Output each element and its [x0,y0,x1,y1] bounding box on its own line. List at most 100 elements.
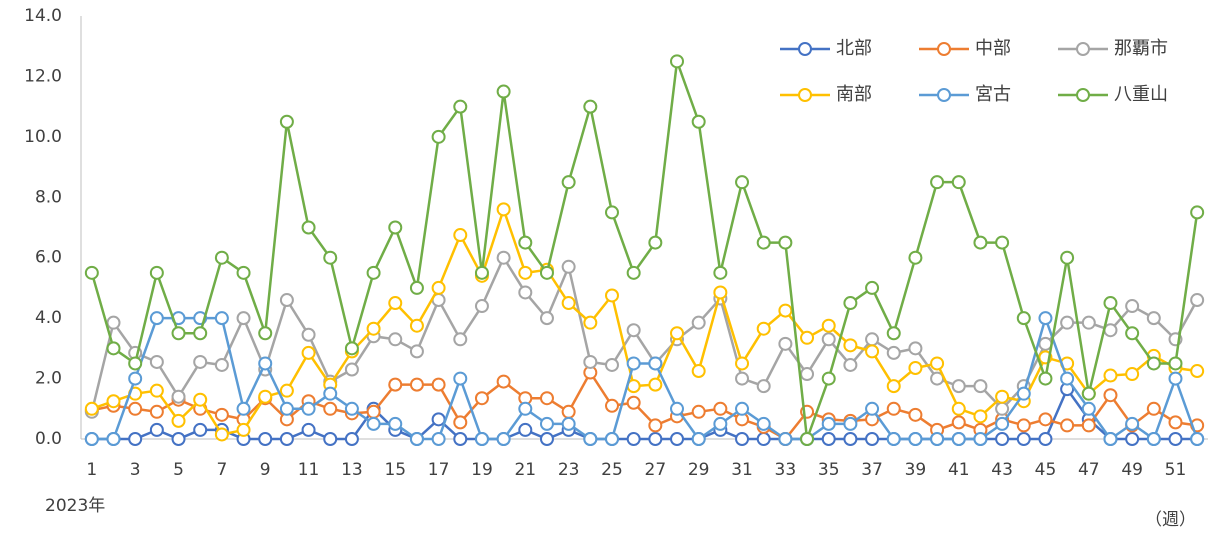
point-marker [539,311,554,326]
series-line [91,386,1198,441]
point-marker [908,432,923,446]
point-marker [1103,368,1118,383]
point-marker [604,357,619,372]
point-marker [1125,416,1140,431]
point-marker [1125,326,1140,341]
point-marker [800,330,815,345]
point-marker [1146,356,1161,371]
point-marker [1125,299,1140,314]
point-marker [388,332,403,347]
point-marker [821,318,836,333]
legend-label: 中部 [975,38,1011,59]
x-tick-label: 27 [645,460,667,480]
point-marker [648,235,663,250]
point-marker [778,303,793,318]
point-marker [1168,356,1183,371]
point-marker [583,354,598,369]
point-marker [518,401,533,416]
x-tick-label: 13 [341,460,363,480]
point-marker [1060,315,1075,330]
point-marker [1060,418,1075,433]
point-marker [735,401,750,416]
point-marker [301,422,316,437]
point-marker [1103,432,1118,446]
point-marker [539,265,554,280]
legend-label: 北部 [836,38,872,59]
point-marker [691,315,706,330]
point-marker [496,374,511,389]
point-marker [886,326,901,341]
point-marker [409,318,424,333]
point-marker [431,432,446,446]
x-tick-label: 1 [86,460,97,480]
point-marker [518,265,533,280]
point-marker [561,175,576,190]
point-marker [1103,388,1118,403]
point-marker [821,371,836,386]
point-marker [84,401,99,416]
point-marker [236,311,251,326]
y-tick-label: 6.0 [35,248,62,268]
point-marker [713,401,728,416]
point-marker [236,422,251,437]
point-marker [1016,386,1031,401]
point-marker [821,432,836,446]
legend-label: 八重山 [1114,84,1168,105]
x-tick-label: 37 [861,460,883,480]
x-tick-label: 39 [905,460,927,480]
point-marker [1038,371,1053,386]
legend-marker [937,88,951,102]
point-marker [865,432,880,446]
point-marker [821,332,836,347]
point-marker [886,345,901,360]
point-marker [1103,323,1118,338]
point-marker [193,326,208,341]
point-marker [648,418,663,433]
point-marker [258,389,273,404]
point-marker [735,356,750,371]
point-marker [149,383,164,398]
point-marker [366,416,381,431]
point-marker [214,250,229,265]
x-tick-label: 21 [514,460,536,480]
point-marker [474,299,489,314]
point-marker [431,280,446,295]
y-tick-label: 12.0 [24,66,62,86]
point-marker [843,416,858,431]
point-marker [865,401,880,416]
point-marker [1038,311,1053,326]
point-marker [214,357,229,372]
point-marker [756,321,771,336]
x-tick-label: 25 [601,460,623,480]
point-marker [149,265,164,280]
point-marker [1190,432,1205,446]
point-marker [1060,371,1075,386]
x-tick-label: 47 [1078,460,1100,480]
point-marker [1190,205,1205,220]
point-marker [149,422,164,437]
point-marker [344,362,359,377]
point-marker [756,416,771,431]
point-marker [1125,367,1140,382]
point-marker [1081,418,1096,433]
point-marker [171,413,186,428]
point-marker [409,280,424,295]
y-tick-label: 0.0 [35,429,62,449]
point-marker [1125,432,1140,446]
point-marker [388,416,403,431]
y-tick-label: 2.0 [35,369,62,389]
point-marker [323,250,338,265]
point-marker [778,235,793,250]
x-tick-label: 33 [775,460,797,480]
point-marker [1038,412,1053,427]
point-marker [128,371,143,386]
point-marker [973,235,988,250]
y-tick-label: 4.0 [35,308,62,328]
point-marker [279,293,294,308]
point-marker [1146,311,1161,326]
point-marker [344,401,359,416]
point-marker [1168,371,1183,386]
point-marker [886,379,901,394]
point-marker [1146,432,1161,446]
point-marker [453,228,468,243]
